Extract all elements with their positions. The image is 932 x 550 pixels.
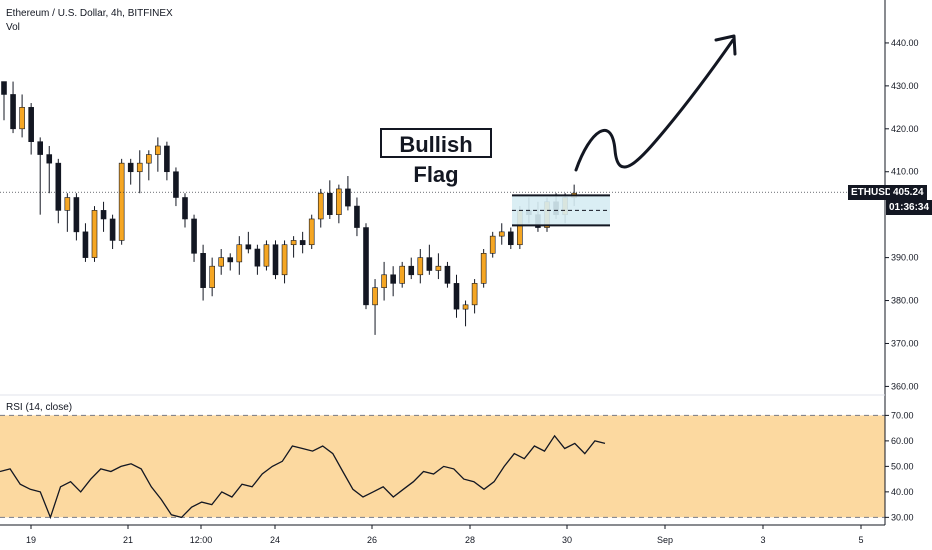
time-tick-label: 19: [26, 535, 36, 545]
candle-body: [73, 197, 80, 233]
candle-body: [146, 154, 152, 164]
candle-body: [471, 283, 478, 306]
candle-body: [399, 265, 406, 284]
rsi-line: [0, 434, 606, 520]
symbol-title: Ethereum / U.S. Dollar, 4h, BITFINEX: [6, 8, 173, 19]
candle-body: [381, 274, 387, 288]
candle-body: [453, 283, 460, 310]
candle-body: [245, 244, 252, 250]
countdown-tag: 01:36:34: [886, 200, 932, 215]
price-tick-label: 370.00: [891, 338, 919, 348]
candle-body: [263, 244, 270, 267]
price-tick-label: 430.00: [891, 81, 919, 91]
candle-body: [299, 240, 306, 246]
candle-body: [218, 257, 224, 267]
rsi-tick-label: 40.00: [891, 487, 914, 497]
rsi-tick-label: 70.00: [891, 410, 914, 420]
candle-body: [290, 240, 297, 246]
candle-body: [109, 218, 116, 241]
candle-body: [19, 107, 25, 130]
candle-body: [28, 107, 34, 142]
candle-body: [317, 192, 324, 220]
time-tick-label: 21: [123, 535, 133, 545]
projection-arrow: [574, 38, 735, 172]
time-tick-label: Sep: [657, 535, 673, 545]
candle-body: [345, 188, 351, 207]
candle-body: [136, 162, 143, 173]
rsi-tick-label: 30.00: [891, 512, 914, 522]
candle-body: [191, 218, 197, 254]
chart-axes: 440.00430.00420.00410.00390.00380.00370.…: [0, 0, 919, 545]
candle-body: [363, 227, 369, 306]
price-tick-label: 380.00: [891, 296, 919, 306]
arrow-head: [714, 34, 737, 56]
price-tick-label: 420.00: [891, 124, 919, 134]
candle-body: [390, 274, 396, 284]
candle-body: [82, 231, 89, 258]
candle-body: [118, 162, 125, 241]
time-tick-label: 30: [562, 535, 572, 545]
price-tick-label: 440.00: [891, 38, 919, 48]
candle-body: [444, 265, 451, 284]
candle-body: [100, 210, 107, 220]
volume-label: Vol: [6, 22, 20, 33]
price-tick-label: 360.00: [891, 381, 919, 391]
candle-body: [127, 162, 134, 173]
candle-body: [55, 162, 62, 211]
candle-body: [10, 94, 16, 130]
candle-body: [37, 141, 44, 155]
candle-body: [173, 171, 179, 198]
time-tick-label: 24: [270, 535, 280, 545]
candle-body: [308, 218, 315, 246]
candle-body: [435, 265, 442, 271]
time-tick-label: 28: [465, 535, 475, 545]
rsi-label: RSI (14, close): [6, 402, 73, 413]
symbol-tag: ETHUSD: [848, 185, 896, 200]
bullish-flag-label: Bullish Flag: [380, 128, 492, 187]
time-tick-label: 3: [760, 535, 765, 545]
rsi-band-fill: [0, 415, 885, 518]
candle-body: [326, 192, 333, 215]
candle-body: [1, 81, 7, 95]
candle-body: [417, 257, 424, 276]
rsi-tick-label: 50.00: [891, 461, 914, 471]
time-tick-label: 12:00: [190, 535, 213, 545]
candle-body: [489, 235, 496, 254]
last-price-tag: 405.24: [890, 185, 927, 200]
time-tick-label: 26: [367, 535, 377, 545]
candle-body: [155, 145, 161, 155]
candle-body: [336, 188, 342, 215]
candle-body: [209, 265, 215, 288]
candle-body: [164, 145, 170, 173]
candle-body: [480, 253, 487, 284]
candle-body: [426, 257, 433, 271]
candle-body: [236, 244, 243, 263]
candle-body: [64, 197, 71, 211]
time-tick-label: 5: [858, 535, 863, 545]
candle-body: [272, 244, 279, 276]
candle-body: [408, 265, 415, 276]
candle-body: [498, 231, 505, 237]
candle-body: [182, 197, 188, 220]
rsi-panel: 70.00 60.00 50.00 40.00 30.00: [0, 410, 914, 522]
candle-body: [354, 205, 360, 228]
candle-body: [91, 210, 98, 258]
candle-body: [462, 304, 469, 310]
candle-body: [254, 248, 261, 267]
rsi-tick-label: 60.00: [891, 436, 914, 446]
candle-body: [507, 231, 514, 246]
price-tick-label: 390.00: [891, 253, 919, 263]
candle-body: [372, 287, 378, 306]
candle-body: [281, 244, 288, 276]
chart-overlays: [0, 34, 885, 227]
candlestick-series: [1, 81, 577, 335]
price-tick-label: 410.00: [891, 167, 919, 177]
candle-body: [200, 253, 206, 288]
candle-body: [227, 257, 234, 263]
candle-body: [46, 154, 53, 164]
